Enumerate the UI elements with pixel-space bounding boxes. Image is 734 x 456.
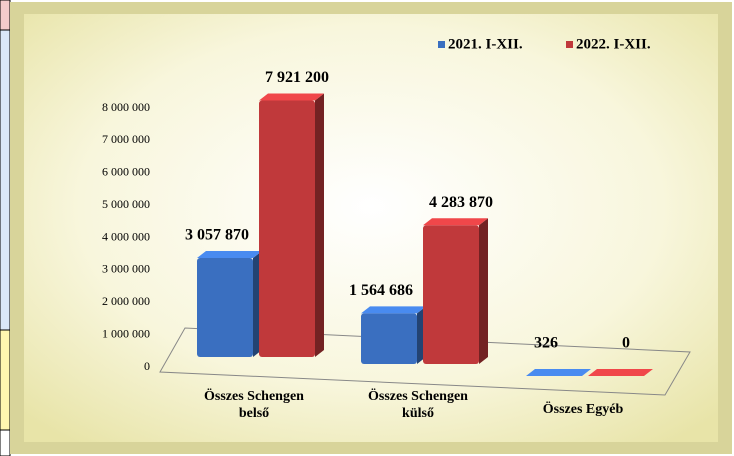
legend-label: 2021. I-XII.: [448, 36, 523, 52]
bar: [259, 93, 324, 357]
x-tick-label-line: belső: [239, 406, 269, 421]
x-tick-label-line: Összes Schengen: [204, 387, 304, 404]
bar-top: [423, 218, 488, 226]
value-label: 4 283 870: [429, 194, 493, 211]
y-tick-label: 8 000 000: [102, 100, 150, 114]
legend-swatch: [566, 41, 573, 48]
x-tick-label-line: Összes Schengen: [368, 387, 468, 404]
bar: [423, 218, 488, 364]
bar-front: [259, 100, 315, 357]
legend-label: 2022. I-XII.: [576, 36, 651, 52]
bar-top: [588, 369, 653, 376]
bar-front: [197, 258, 253, 357]
y-tick-label: 6 000 000: [102, 165, 150, 179]
y-tick-label: 3 000 000: [102, 262, 150, 276]
floor: [159, 327, 691, 396]
value-label: 326: [534, 335, 558, 352]
value-label: 3 057 870: [185, 227, 249, 244]
bar-top: [361, 306, 426, 314]
bar-top: [526, 368, 591, 376]
value-label: 7 921 200: [265, 69, 329, 86]
bar: [526, 368, 591, 376]
bar-side: [582, 368, 591, 376]
bar: [361, 306, 426, 364]
y-tick-label: 4 000 000: [102, 229, 150, 243]
x-tick-label-line: külső: [402, 406, 434, 421]
y-tick-label: 0: [144, 359, 150, 373]
value-label: 1 564 686: [349, 282, 413, 299]
bar-top: [259, 93, 324, 101]
x-tick-label: Összes Schengen külső: [368, 387, 468, 421]
x-tick-label: Összes Egyéb: [543, 400, 624, 417]
bar: [197, 251, 262, 357]
y-tick-label: 5 000 000: [102, 197, 150, 211]
bar: [588, 369, 653, 376]
bar-side: [315, 93, 324, 357]
plot-background: [24, 14, 718, 442]
y-tick-label: 7 000 000: [102, 132, 150, 146]
bar-front: [423, 225, 479, 364]
y-tick-label: 1 000 000: [102, 326, 150, 340]
legend-swatch: [438, 41, 445, 48]
bar-front: [361, 313, 417, 364]
value-label: 0: [622, 335, 630, 352]
left-table-fragment: [0, 0, 11, 456]
bar-side: [479, 218, 488, 364]
x-tick-label: Összes Schengen belső: [204, 387, 304, 421]
bar-top: [197, 251, 262, 259]
y-tick-label: 2 000 000: [102, 294, 150, 308]
